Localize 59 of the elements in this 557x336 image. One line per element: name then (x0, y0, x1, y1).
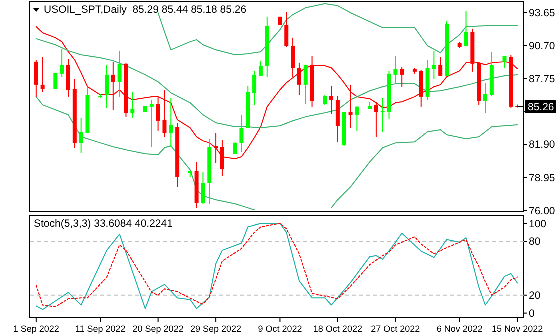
x-tick-label: 1 Sep 2022 (13, 324, 60, 334)
candlestick (79, 117, 84, 154)
candlestick (162, 89, 167, 138)
y-tick-label: 80 (529, 236, 541, 248)
y-tick-label: 93.65 (529, 7, 556, 20)
candlestick (400, 66, 404, 88)
x-tick-label: 6 Nov 2022 (436, 324, 483, 334)
candlestick (150, 99, 154, 148)
candlestick (330, 85, 334, 115)
candlestick (291, 37, 296, 78)
candlestick (54, 72, 58, 90)
chart-title: Stoch(5,3,3) 33.6084 40.2241 (34, 218, 174, 230)
x-tick-label: 29 Sep 2022 (190, 324, 242, 334)
candlestick (104, 64, 109, 108)
y-tick-label: 90.70 (529, 40, 556, 52)
candlestick (34, 60, 38, 98)
candlestick (258, 60, 263, 76)
x-tick-label: 11 Sep 2022 (75, 324, 126, 334)
candlestick (233, 142, 238, 154)
chart-title: USOIL_SPT,Daily 85.29 85.44 85.18 85.26 (44, 4, 247, 16)
line-series (36, 38, 518, 129)
candlestick (323, 94, 328, 106)
candlestick (355, 106, 360, 132)
candlestick (284, 11, 289, 48)
candlestick (40, 56, 45, 93)
x-tick-label: 15 Nov 2022 (492, 324, 544, 334)
candlestick (111, 61, 116, 110)
candlestick (118, 50, 122, 98)
y-tick-label: 20 (529, 290, 541, 302)
y-tick-label: 78.95 (529, 172, 556, 184)
candlestick (201, 172, 206, 205)
candlestick (348, 84, 353, 129)
x-tick-label: 27 Oct 2022 (371, 324, 420, 334)
y-tick-label: 76.00 (529, 205, 556, 218)
candlestick (394, 55, 398, 84)
candlestick (169, 97, 174, 148)
candlestick (484, 82, 488, 114)
annotation: 85.26 (528, 102, 554, 114)
candlestick (464, 10, 468, 46)
x-tick-label: 20 Sep 2022 (132, 324, 184, 334)
candlestick (432, 50, 436, 80)
y-tick-label: 81.90 (529, 139, 556, 152)
candlestick (438, 56, 443, 76)
candlestick (304, 64, 308, 105)
candlestick (502, 55, 507, 68)
candlestick (297, 62, 302, 96)
line-series (158, 3, 518, 56)
x-tick-label: 9 Oct 2022 (258, 324, 302, 334)
candlestick (240, 114, 244, 153)
x-tick-label: 18 Oct 2022 (313, 324, 362, 334)
candlestick (374, 102, 378, 138)
candlestick (130, 92, 135, 118)
y-tick-label: 0 (529, 308, 535, 320)
y-tick-label: 100 (529, 218, 547, 230)
y-tick-label: 87.75 (529, 74, 556, 86)
candlestick (252, 70, 257, 106)
candlestick (380, 97, 385, 132)
candlestick (156, 96, 160, 132)
candlestick (60, 48, 64, 78)
